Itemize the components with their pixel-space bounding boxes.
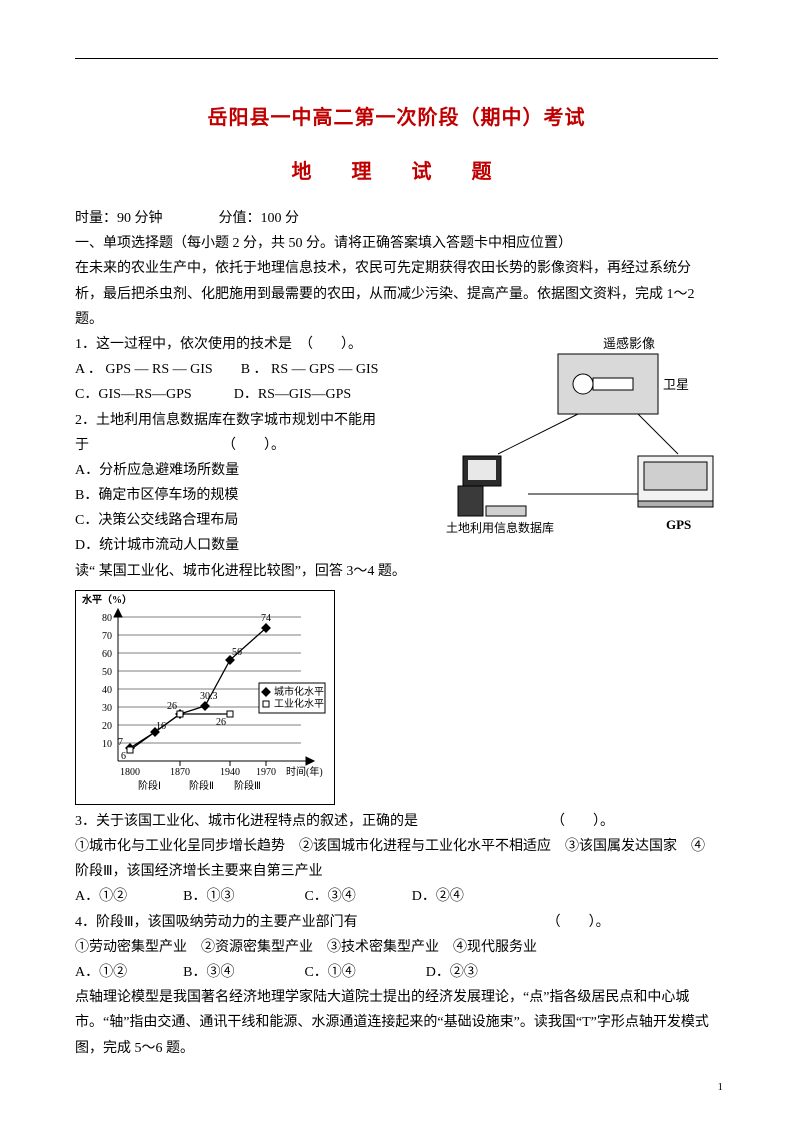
svg-text:60: 60 <box>102 649 112 660</box>
chart-ylabel: 水平（%） <box>81 593 132 606</box>
fig1-label-top: 遥感影像 <box>603 336 655 351</box>
svg-text:26: 26 <box>167 701 177 712</box>
svg-text:1870: 1870 <box>170 767 190 778</box>
svg-text:16: 16 <box>156 721 166 732</box>
svg-text:50: 50 <box>102 667 112 678</box>
q4-opts: A．①② B．③④ C．①④ D．②③ <box>75 960 718 985</box>
fig1-label-db: 土地利用信息数据库 <box>446 520 554 534</box>
svg-text:30: 30 <box>102 703 112 714</box>
q3-stem: 3．关于该国工业化、城市化进程特点的叙述，正确的是 （ ）。 <box>75 809 718 834</box>
svg-text:70: 70 <box>102 631 112 642</box>
q3-opts: A．①② B．①③ C．③④ D．②④ <box>75 884 718 909</box>
exam-title: 岳阳县一中高二第一次阶段（期中）考试 <box>75 100 718 136</box>
svg-text:30.3: 30.3 <box>200 691 218 702</box>
q4-items: ①劳动密集型产业 ②资源密集型产业 ③技术密集型产业 ④现代服务业 <box>75 935 718 960</box>
q3-items: ①城市化与工业化呈同步增长趋势 ②该国城市化进程与工业化水平不相适应 ③该国属发… <box>75 834 718 884</box>
svg-text:20: 20 <box>102 721 112 732</box>
svg-text:阶段Ⅲ: 阶段Ⅲ <box>234 779 261 792</box>
fig1-label-sat: 卫星 <box>663 377 689 392</box>
passage-1: 在未来的农业生产中，依托于地理信息技术，农民可先定期获得农田长势的影像资料，再经… <box>75 256 718 332</box>
svg-text:工业化水平: 工业化水平 <box>274 697 324 710</box>
section-instruction: 一、单项选择题（每小题 2 分，共 50 分。请将正确答案填入答题卡中相应位置） <box>75 231 718 256</box>
svg-text:1800: 1800 <box>120 767 140 778</box>
svg-text:40: 40 <box>102 685 112 696</box>
svg-text:6: 6 <box>121 751 126 762</box>
figure-gis-diagram: 遥感影像 卫星 土地利用信息数据库 GPS <box>428 334 718 543</box>
svg-text:7: 7 <box>118 737 123 748</box>
svg-text:74: 74 <box>261 613 271 624</box>
svg-text:阶段Ⅱ: 阶段Ⅱ <box>189 779 214 792</box>
svg-text:80: 80 <box>102 613 112 624</box>
svg-text:56: 56 <box>232 647 242 658</box>
svg-text:26: 26 <box>216 717 226 728</box>
top-rule <box>75 58 718 59</box>
passage-3: 点轴理论模型是我国著名经济地理学家陆大道院士提出的经济发展理论，“点”指各级居民… <box>75 985 718 1061</box>
svg-text:时间(年): 时间(年) <box>286 765 323 778</box>
passage-2: 读“ 某国工业化、城市化进程比较图”，回答 3～4 题。 <box>75 559 718 584</box>
svg-text:10: 10 <box>102 739 112 750</box>
page-number: 1 <box>718 1078 724 1098</box>
svg-text:1970: 1970 <box>256 767 276 778</box>
q4-stem: 4．阶段Ⅲ，该国吸纳劳动力的主要产业部门有 （ ）。 <box>75 910 718 935</box>
svg-text:阶段Ⅰ: 阶段Ⅰ <box>138 779 161 792</box>
chart-industrial-urban: 水平（%） 10 20 30 40 50 60 70 80 1800 1870 1940 19… <box>75 590 335 805</box>
svg-text:城市化水平: 城市化水平 <box>274 685 324 698</box>
fig1-label-gps: GPS <box>666 517 691 532</box>
exam-subject: 地 理 试 题 <box>75 154 718 190</box>
meta-line: 时量：90 分钟 分值：100 分 <box>75 206 718 231</box>
svg-text:1940: 1940 <box>220 767 240 778</box>
